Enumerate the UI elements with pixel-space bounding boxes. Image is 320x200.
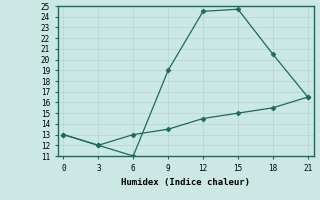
X-axis label: Humidex (Indice chaleur): Humidex (Indice chaleur) bbox=[121, 178, 250, 187]
